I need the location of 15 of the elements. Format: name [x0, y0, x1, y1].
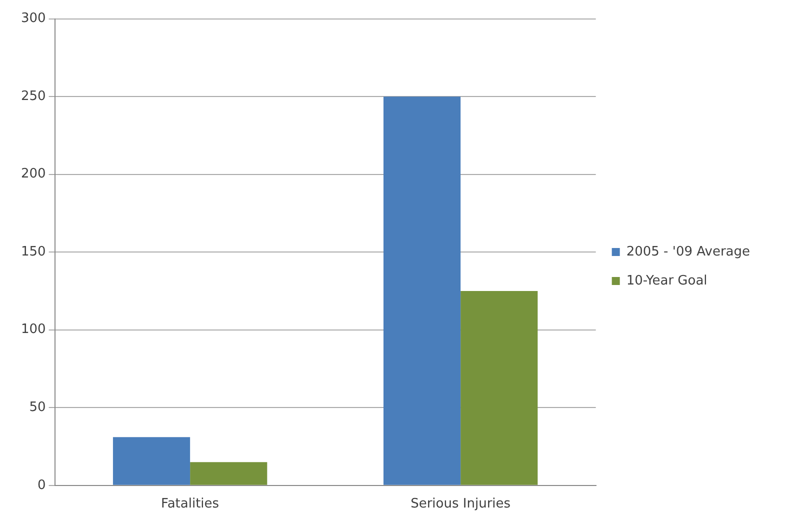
- y-tick-label: 250: [20, 88, 46, 104]
- y-tick-label: 0: [38, 478, 46, 493]
- legend-label: 10-Year Goal: [626, 273, 708, 288]
- y-tick-label: 100: [20, 322, 46, 338]
- bar: [383, 96, 461, 485]
- y-tick-label: 50: [29, 400, 46, 416]
- y-tick-label: 300: [20, 11, 46, 26]
- x-tick-label: Fatalities: [161, 496, 220, 512]
- y-tick-label: 200: [20, 166, 46, 182]
- y-tick-label: 150: [20, 244, 46, 260]
- bar: [460, 290, 538, 485]
- legend-label: 2005 - '09 Average: [626, 244, 750, 260]
- x-tick-label: Serious Injuries: [410, 496, 511, 512]
- bar: [190, 462, 268, 485]
- bar: [112, 437, 190, 485]
